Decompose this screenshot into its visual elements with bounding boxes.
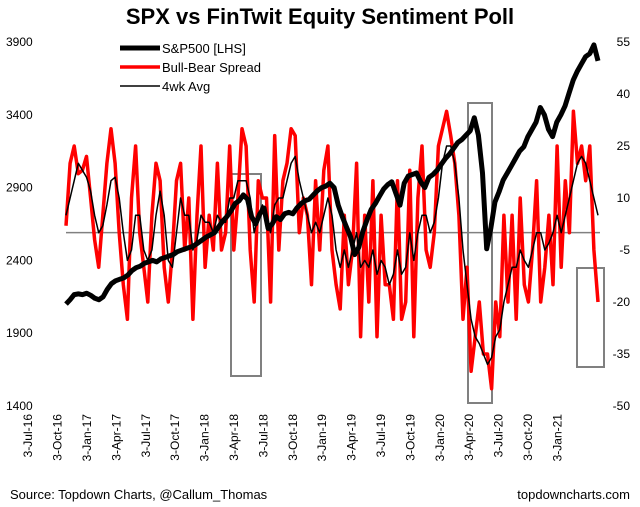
x-tick-label: 3-Oct-17 bbox=[168, 414, 182, 461]
right-tick-label: 25 bbox=[617, 139, 631, 153]
x-tick-label: 3-Jan-20 bbox=[433, 414, 447, 462]
x-tick-label: 3-Jul-17 bbox=[139, 414, 153, 458]
left-tick-label: 1900 bbox=[6, 326, 33, 340]
footer-brand: topdowncharts.com bbox=[517, 487, 630, 502]
right-tick-label: -20 bbox=[613, 295, 631, 309]
x-tick-label: 3-Oct-20 bbox=[521, 414, 535, 461]
legend-label: Bull-Bear Spread bbox=[162, 60, 261, 75]
x-tick-label: 3-Oct-16 bbox=[51, 414, 65, 461]
left-axis: 1400 1900 2400 2900 3400 3900 bbox=[6, 35, 33, 413]
x-tick-label: 3-Oct-19 bbox=[403, 414, 417, 461]
x-tick-label: 3-Jul-19 bbox=[374, 414, 388, 458]
series-line-4wk-avg bbox=[65, 145, 599, 366]
x-tick-label: 3-Apr-18 bbox=[227, 414, 241, 461]
x-tick-label: 3-Jul-18 bbox=[256, 414, 270, 458]
x-tick-label: 3-Oct-18 bbox=[286, 414, 300, 461]
legend: S&P500 [LHS] Bull-Bear Spread 4wk Avg bbox=[120, 41, 261, 94]
x-tick-label: 3-Jan-19 bbox=[315, 414, 329, 462]
x-tick-label: 3-Jul-16 bbox=[21, 414, 35, 458]
right-tick-label: -35 bbox=[613, 347, 631, 361]
x-axis: 3-Jul-16 3-Oct-16 3-Jan-17 3-Apr-17 3-Jul-17… bbox=[21, 414, 564, 462]
right-tick-label: 10 bbox=[617, 191, 631, 205]
left-tick-label: 2400 bbox=[6, 253, 33, 267]
x-tick-label: 3-Jan-21 bbox=[550, 414, 564, 462]
left-tick-label: 3400 bbox=[6, 108, 33, 122]
right-axis: -50 -35 -20 -5 10 25 40 55 bbox=[613, 35, 631, 413]
right-tick-label: -50 bbox=[613, 399, 631, 413]
series-line-sp500 bbox=[64, 42, 601, 306]
x-tick-label: 3-Jan-17 bbox=[80, 414, 94, 462]
x-tick-label: 3-Apr-19 bbox=[345, 414, 359, 461]
footer-source: Source: Topdown Charts, @Callum_Thomas bbox=[10, 487, 268, 502]
right-tick-label: -5 bbox=[619, 243, 630, 257]
left-tick-label: 3900 bbox=[6, 35, 33, 49]
series-line-bull-bear-spread bbox=[64, 109, 600, 391]
x-tick-label: 3-Jul-20 bbox=[492, 414, 506, 458]
legend-label: 4wk Avg bbox=[162, 79, 210, 94]
legend-label: S&P500 [LHS] bbox=[162, 41, 246, 56]
x-tick-label: 3-Jan-18 bbox=[198, 414, 212, 462]
x-tick-label: 3-Apr-17 bbox=[109, 414, 123, 461]
right-tick-label: 40 bbox=[617, 87, 631, 101]
highlight-box-2021 bbox=[576, 267, 605, 368]
x-tick-label: 3-Apr-20 bbox=[462, 414, 476, 461]
right-tick-label: 55 bbox=[617, 35, 631, 49]
left-tick-label: 1400 bbox=[6, 399, 33, 413]
highlight-box-2020 bbox=[467, 102, 493, 404]
chart-title: SPX vs FinTwit Equity Sentiment Poll bbox=[125, 4, 515, 29]
left-tick-label: 2900 bbox=[6, 181, 33, 195]
